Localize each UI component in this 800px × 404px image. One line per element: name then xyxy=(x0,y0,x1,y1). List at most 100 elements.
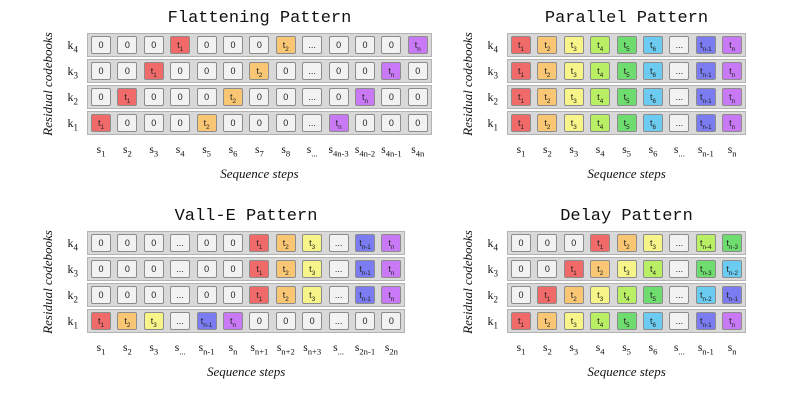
token-cell: ... xyxy=(669,36,690,54)
y-axis-label: Residual codebooks xyxy=(460,230,475,334)
token-cell: 0 xyxy=(223,114,243,132)
step-label: s... xyxy=(673,144,685,159)
step-label: s4n-1 xyxy=(381,144,402,159)
token-cell: t3 xyxy=(590,286,611,304)
token-cell: t2 xyxy=(275,286,296,304)
token-cell: t3 xyxy=(563,114,584,132)
token-cell: tn-2 xyxy=(722,260,743,278)
x-axis-label: Sequence steps xyxy=(220,166,299,181)
token-cell: 0 xyxy=(223,286,243,304)
valle-pattern-panel: Vall-E Pattern Residual codebooks k4 0 0 0...… xyxy=(0,204,406,394)
token-cell: ... xyxy=(170,234,191,252)
token-cell: t1 xyxy=(511,62,531,80)
step-label: s2 xyxy=(122,342,132,357)
token-cell: t3 xyxy=(616,260,637,278)
token-cell: 0 xyxy=(170,62,191,80)
codebook-row xyxy=(87,257,406,281)
step-label: s4n xyxy=(411,144,425,159)
token-cell: 0 xyxy=(407,62,428,80)
token-cell: t1 xyxy=(563,260,584,278)
token-cell: tn-1 xyxy=(355,260,375,278)
token-cell: 0 xyxy=(117,234,138,252)
codebook-label: k1 xyxy=(487,116,499,133)
token-cell: t3 xyxy=(302,234,323,252)
token-cell: 0 xyxy=(355,62,375,80)
token-cell: t2 xyxy=(275,234,296,252)
token-cell: t4 xyxy=(590,114,611,132)
token-cell: 0 xyxy=(91,62,111,80)
token-cell: t3 xyxy=(563,312,584,330)
token-cell: 0 xyxy=(511,260,531,278)
token-cell: tn xyxy=(722,36,743,54)
token-cell: 0 xyxy=(537,234,558,252)
token-cell: 0 xyxy=(91,234,111,252)
token-cell: t1 xyxy=(170,36,191,54)
token-cell: t1 xyxy=(511,114,531,132)
token-cell: t1 xyxy=(249,286,270,304)
token-cell: tn-3 xyxy=(695,260,716,278)
token-cell: t2 xyxy=(275,260,296,278)
token-cell: t4 xyxy=(590,312,611,330)
step-label: sn+2 xyxy=(276,342,295,357)
token-cell: t3 xyxy=(302,286,323,304)
token-cell: tn-3 xyxy=(722,234,743,252)
token-cell: 0 xyxy=(302,312,323,330)
token-cell: 0 xyxy=(407,88,428,106)
token-cell: t3 xyxy=(563,88,584,106)
token-cell: t1 xyxy=(91,312,111,330)
token-cell: tn-1 xyxy=(355,286,375,304)
token-cell: 0 xyxy=(170,114,191,132)
codebook-label: k2 xyxy=(67,90,79,107)
step-label: s2 xyxy=(122,144,132,159)
token-cell: t3 xyxy=(643,234,663,252)
token-cell: 0 xyxy=(117,260,138,278)
token-cell: ... xyxy=(302,36,323,54)
step-label: sn xyxy=(228,342,238,357)
token-cell: ... xyxy=(669,88,690,106)
token-cell: ... xyxy=(669,234,690,252)
token-cell: 0 xyxy=(223,36,243,54)
step-label: sn+1 xyxy=(250,342,269,357)
token-cell: t5 xyxy=(643,286,663,304)
token-cell: 0 xyxy=(249,114,270,132)
step-label: sn xyxy=(727,144,737,159)
codebook-row xyxy=(87,309,406,333)
token-cell: 0 xyxy=(196,234,217,252)
codebook-label: k4 xyxy=(487,236,499,253)
token-cell: 0 xyxy=(91,36,111,54)
codebook-label: k4 xyxy=(67,38,79,55)
token-cell: tn-1 xyxy=(695,36,716,54)
token-cell: t2 xyxy=(249,62,270,80)
token-cell: ... xyxy=(328,312,349,330)
token-cell: 0 xyxy=(355,114,375,132)
token-cell: t1 xyxy=(143,62,164,80)
token-cell: t1 xyxy=(590,234,611,252)
token-cell: 0 xyxy=(275,88,296,106)
token-cell: t2 xyxy=(223,88,243,106)
step-label: s2n-1 xyxy=(354,342,376,357)
step-label: s6 xyxy=(228,144,238,159)
step-label: s5 xyxy=(202,144,211,159)
token-cell: 0 xyxy=(117,286,138,304)
codebook-label: k4 xyxy=(487,38,499,55)
token-cell: t5 xyxy=(616,312,637,330)
step-label: s3 xyxy=(149,342,159,357)
token-cell: t6 xyxy=(643,88,663,106)
token-cell: t4 xyxy=(590,36,611,54)
panel-title: Vall-E Pattern xyxy=(174,207,318,226)
step-label: s... xyxy=(333,342,345,357)
y-axis-label: Residual codebooks xyxy=(40,230,55,334)
token-cell: tn-4 xyxy=(695,234,716,252)
token-cell: 0 xyxy=(196,88,217,106)
step-label: s6 xyxy=(648,144,658,159)
token-cell: tn xyxy=(223,312,243,330)
step-label: s1 xyxy=(96,342,106,357)
token-cell: tn xyxy=(381,286,402,304)
token-cell: t5 xyxy=(616,36,637,54)
token-cell: t4 xyxy=(590,88,611,106)
panel-title: Flattening Pattern xyxy=(167,9,352,28)
token-cell: t1 xyxy=(91,114,111,132)
token-cell: t2 xyxy=(196,114,217,132)
token-cell: t4 xyxy=(590,62,611,80)
token-cell: 0 xyxy=(249,36,270,54)
